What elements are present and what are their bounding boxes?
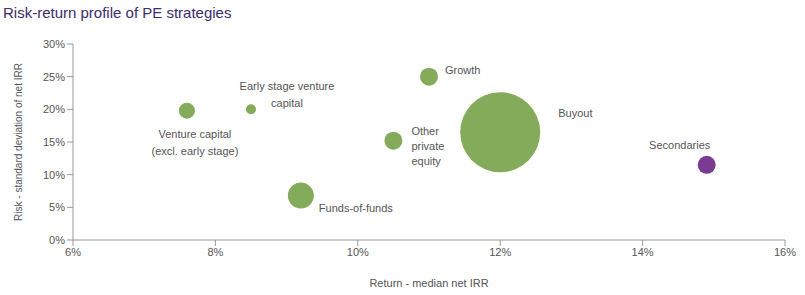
svg-text:25%: 25% (43, 71, 65, 83)
svg-text:Early stage venturecapital: Early stage venturecapital (240, 80, 335, 109)
svg-text:12%: 12% (489, 246, 511, 258)
html-text:Risk-return profile of PE stra: Risk-return profile of PE strategies (3, 4, 232, 21)
svg-text:15%: 15% (43, 136, 65, 148)
svg-text:Risk - standard deviation of n: Risk - standard deviation of net IRR (13, 63, 24, 221)
svg-text:Buyout: Buyout (558, 107, 592, 119)
svg-text:8%: 8% (207, 246, 223, 258)
svg-text:Otherprivateequity: Otherprivateequity (411, 125, 444, 167)
svg-text:6%: 6% (65, 246, 81, 258)
svg-text:Growth: Growth (445, 64, 480, 76)
svg-text:Venture capital(excl. early st: Venture capital(excl. early stage) (152, 128, 239, 157)
svg-text:0%: 0% (49, 234, 65, 246)
svg-text:20%: 20% (43, 103, 65, 115)
svg-text:16%: 16% (774, 246, 796, 258)
svg-text:10%: 10% (43, 169, 65, 181)
svg-text:Secondaries: Secondaries (649, 139, 711, 151)
svg-text:Funds-of-funds: Funds-of-funds (319, 202, 393, 214)
svg-text:10%: 10% (347, 246, 369, 258)
svg-text:14%: 14% (632, 246, 654, 258)
svg-text:Return - median net IRR: Return - median net IRR (369, 277, 488, 289)
svg-text:5%: 5% (49, 201, 65, 213)
svg-text:30%: 30% (43, 38, 65, 50)
